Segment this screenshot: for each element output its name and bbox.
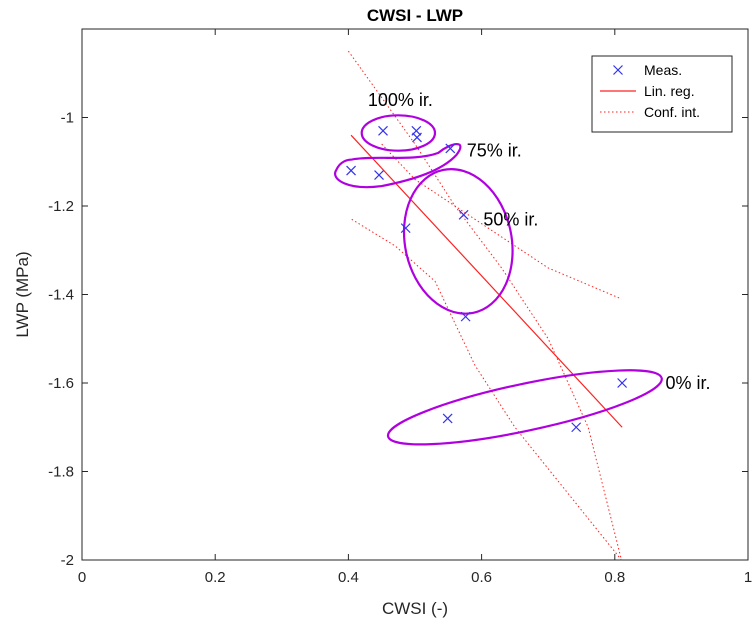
y-tick-label: -1.2 [48,198,74,215]
regression-line-segment [350,134,623,428]
confidence-interval-curve [351,218,622,561]
confidence-interval-curve [347,50,622,561]
x-tick-label: 0 [78,569,86,586]
legend-item: Conf. int. [600,104,700,120]
data-point [400,223,411,234]
data-point [445,143,456,154]
data-point-stroke [346,165,356,176]
data-point [460,311,471,322]
data-point-stroke [458,209,469,220]
legend-label: Meas. [644,62,682,78]
data-point-stroke [374,170,384,180]
x-tick-label: 0.6 [471,569,492,586]
x-tick-label: 0.4 [338,569,359,586]
data-point-stroke [378,125,388,136]
data-point-stroke [617,378,628,388]
y-tick-label: -1.4 [48,287,74,304]
regression-line [350,134,623,428]
data-point-stroke [445,143,456,154]
data-point [412,132,422,143]
y-tick-label: -1.6 [48,375,74,392]
data-point [571,422,582,433]
x-axis-ticks: 0 0.2 0.4 0.6 0.8 1 [78,29,752,586]
legend-marker [613,65,623,75]
annotation-label: 100% ir. [368,90,433,110]
legend-label: Conf. int. [644,104,700,120]
data-point-stroke [412,132,422,143]
measurement-points [346,125,628,433]
legend-item: Lin. reg. [600,83,695,99]
data-point [442,413,453,424]
x-tick-label: 0.2 [205,569,226,586]
data-point-stroke [571,422,582,433]
data-point-stroke [400,223,411,234]
legend-label: Lin. reg. [644,83,695,99]
irrigation-group-ellipse [386,369,663,446]
data-point [617,378,628,388]
y-axis-ticks: -2 -1.8 -1.6 -1.4 -1.2 -1 [48,110,748,569]
legend-box [591,55,733,133]
y-tick-label: -1 [61,110,74,127]
irrigation-annotations: 100% ir. 75% ir. 50% ir. 0% ir. [368,90,711,393]
y-tick-label: -2 [61,552,74,569]
confidence-interval-curve [381,143,622,300]
irrigation-group-ellipse [402,168,514,315]
data-point-stroke [460,311,471,322]
annotation-label: 75% ir. [467,141,522,161]
legend-item: Meas. [613,62,682,78]
legend: Meas. Lin. reg. Conf. int. [591,55,733,133]
data-point [346,165,356,176]
y-axis-label: LWP (MPa) [13,251,32,337]
x-tick-label: 1 [744,569,752,586]
data-point [458,209,469,220]
chart-title: CWSI - LWP [367,6,463,25]
annotation-label: 50% ir. [483,209,538,229]
data-point [374,170,384,180]
data-point [378,125,388,136]
x-tick-label: 0.8 [604,569,625,586]
annotation-label: 0% ir. [666,373,711,393]
irrigation-group-ellipse-75 [334,142,462,189]
y-tick-label: -1.8 [48,464,74,481]
x-axis-label: CWSI (-) [382,599,448,618]
data-point-stroke [442,413,453,424]
irrigation-group-ellipses [334,114,663,446]
confidence-interval-lines [347,50,622,561]
irrigation-group-ellipse [360,114,437,152]
